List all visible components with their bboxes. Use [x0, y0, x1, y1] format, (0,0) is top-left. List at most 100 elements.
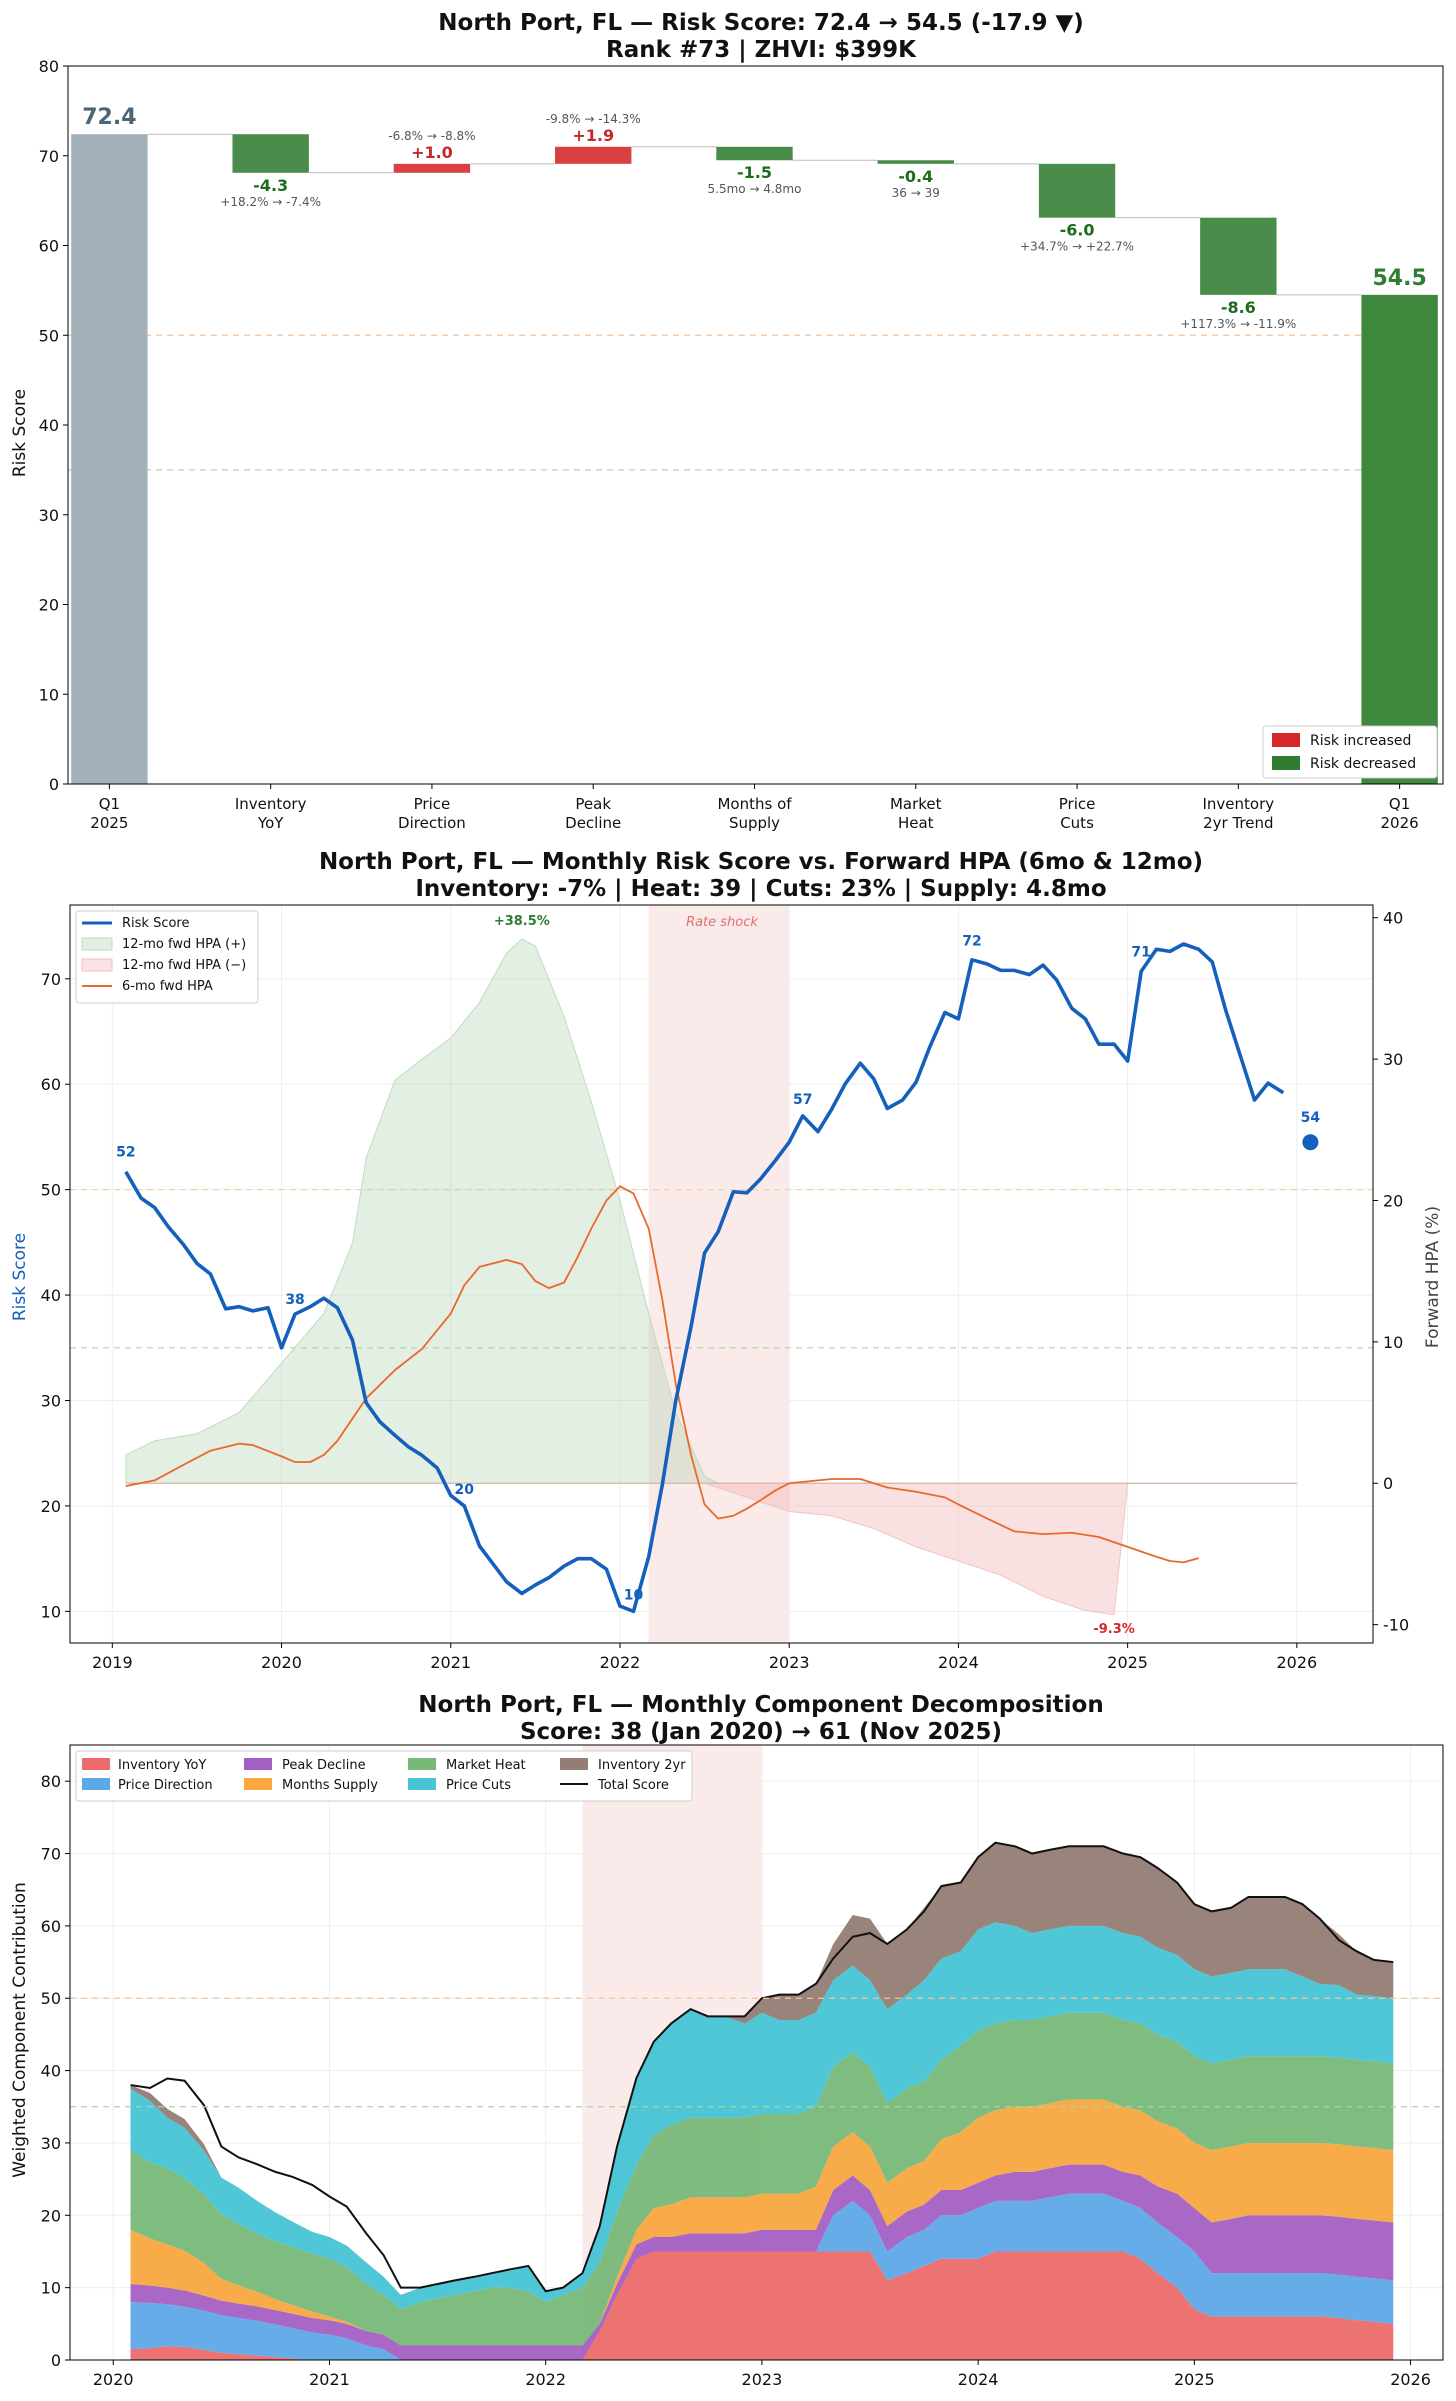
hpa-negative-area: [704, 1482, 1129, 1616]
current-score-label: 54: [1301, 1110, 1321, 1126]
x-tick-label: 2021: [309, 2370, 350, 2389]
x-tick-label: 2024: [958, 2370, 999, 2389]
legend-inventory-yoy: Inventory YoY: [118, 1758, 206, 1773]
x-tick-label: Q1: [99, 795, 120, 813]
x-tick-label: Supply: [729, 814, 780, 832]
y-tick-label: 0: [51, 2351, 61, 2370]
change-note: 5.5mo → 4.8mo: [708, 182, 802, 196]
y-tick-label: 60: [39, 237, 59, 256]
decomposition-ylabel: Weighted Component Contribution: [10, 1882, 30, 2178]
y-tick-label: 80: [41, 1772, 61, 1791]
rate-shock-region: [648, 905, 790, 1643]
x-tick-label: 2023: [769, 1653, 810, 1672]
legend-price-direction: Price Direction: [118, 1778, 213, 1793]
legend-market-heat: Market Heat: [446, 1758, 526, 1773]
x-tick-label: Decline: [565, 814, 621, 832]
legend-hpa-neg: 12-mo fwd HPA (−): [122, 958, 246, 973]
x-tick-label: 2yr Trend: [1203, 814, 1273, 832]
x-tick-label: 2021: [430, 1653, 471, 1672]
y-tick-label: 70: [41, 1845, 61, 1864]
current-score-point: [1302, 1134, 1319, 1151]
monthly-risk-legend: Risk Score 12-mo fwd HPA (+) 12-mo fwd H…: [75, 910, 259, 1004]
decomposition-plot-frame: [69, 1744, 1444, 2361]
stack-layer: [130, 2193, 1394, 2360]
x-tick-label: 2026: [1276, 1653, 1317, 1672]
y-tick-label: 0: [49, 775, 59, 794]
x-tick-label: 2023: [742, 2370, 783, 2389]
hpa-annotation: -9.3%: [1093, 1622, 1134, 1637]
delta-label: -8.6: [1221, 298, 1256, 317]
y-tick-label: 30: [41, 1392, 61, 1411]
x-tick-label: Price: [414, 795, 451, 813]
x-tick-label: 2025: [90, 814, 128, 832]
stack-layer: [130, 2012, 1394, 2346]
waterfall-legend: Risk increased Risk decreased: [1262, 725, 1438, 779]
delta-label: -6.0: [1060, 221, 1095, 240]
y-tick-label: 50: [41, 1181, 61, 1200]
waterfall-plot-frame: [67, 65, 1444, 785]
waterfall-bar: [877, 160, 954, 164]
x-tick-label: 2019: [92, 1653, 133, 1672]
legend-peak-decline: Peak Decline: [282, 1758, 366, 1773]
y-tick-label: 70: [41, 970, 61, 989]
x-tick-label: 2025: [1107, 1653, 1148, 1672]
x-tick-label: Market: [890, 795, 942, 813]
waterfall-bar: [232, 134, 309, 173]
legend-risk-score: Risk Score: [122, 916, 190, 931]
legend-months-supply: Months Supply: [282, 1778, 378, 1793]
x-tick-label: Q1: [1389, 795, 1410, 813]
hpa-positive-area: [125, 938, 1297, 1484]
waterfall-subtitle: Rank #73 | ZHVI: $399K: [606, 37, 917, 63]
legend-price-cuts: Price Cuts: [446, 1778, 511, 1793]
x-tick-label: 2026: [1390, 2370, 1431, 2389]
decomposition-subtitle: Score: 38 (Jan 2020) → 61 (Nov 2025): [520, 1719, 1002, 1745]
x-tick-label: Months of: [717, 795, 792, 813]
y-tick-label: 60: [41, 1075, 61, 1094]
monthly-risk-subtitle: Inventory: -7% | Heat: 39 | Cuts: 23% | …: [415, 876, 1106, 902]
x-tick-label: Inventory: [1203, 795, 1275, 813]
legend-decreased-swatch: [1272, 756, 1300, 770]
y-tick-label: 70: [39, 147, 59, 166]
monthly-risk-panel: North Port, FL — Monthly Risk Score vs. …: [10, 849, 1443, 1672]
stack-layer: [130, 2099, 1394, 2346]
decomposition-title: North Port, FL — Monthly Component Decom…: [418, 1692, 1103, 1718]
change-note: +34.7% → +22.7%: [1020, 240, 1134, 254]
y-tick-label: 50: [39, 326, 59, 345]
monthly-risk-plot-frame: [69, 904, 1374, 1644]
legend-hpa-pos: 12-mo fwd HPA (+): [122, 937, 246, 952]
x-tick-label: 2026: [1381, 814, 1419, 832]
delta-label: +1.9: [572, 126, 614, 145]
risk-score-annotation: 38: [285, 1292, 304, 1308]
legend-6mo-hpa: 6-mo fwd HPA: [122, 979, 213, 994]
waterfall-bar: [393, 163, 471, 173]
y-tick-label: 20: [39, 596, 59, 615]
y-tick-label: 20: [41, 1497, 61, 1516]
monthly-risk-marks: 52 38 20 10 57 72 71 54 +38.5% -9.3%: [116, 914, 1320, 1637]
y-tick-label: 30: [39, 506, 59, 525]
x-tick-label: 2022: [600, 1653, 641, 1672]
start-value-label: 72.4: [82, 105, 136, 130]
change-note: +117.3% → -11.9%: [1180, 317, 1296, 331]
y-tick-label: 40: [41, 1286, 61, 1305]
y2-tick-label: 40: [1383, 909, 1403, 928]
x-tick-label: YoY: [257, 814, 284, 832]
y2-tick-label: 30: [1383, 1050, 1403, 1069]
hpa-annotation: +38.5%: [494, 914, 550, 929]
legend-decreased-label: Risk decreased: [1310, 756, 1416, 772]
x-tick-label: Price: [1059, 795, 1096, 813]
x-tick-label: Heat: [898, 814, 934, 832]
y2-tick-label: 0: [1383, 1474, 1393, 1493]
y-tick-label: 10: [41, 2279, 61, 2298]
change-note: +18.2% → -7.4%: [220, 195, 321, 209]
monthly-risk-grid: 2019 2020 2021 2022 2023 2024 2025 202610203040…: [41, 905, 1409, 1672]
delta-label: -0.4: [898, 167, 933, 186]
risk-score-annotation: 20: [455, 1482, 475, 1498]
y-tick-label: 50: [41, 1989, 61, 2008]
risk-score-line: [124, 942, 1285, 1614]
waterfall-ylabel: Risk Score: [10, 389, 30, 477]
waterfall-bar: [1361, 294, 1438, 784]
waterfall-bar: [1200, 217, 1277, 295]
risk-score-annotation: 71: [1131, 944, 1150, 960]
